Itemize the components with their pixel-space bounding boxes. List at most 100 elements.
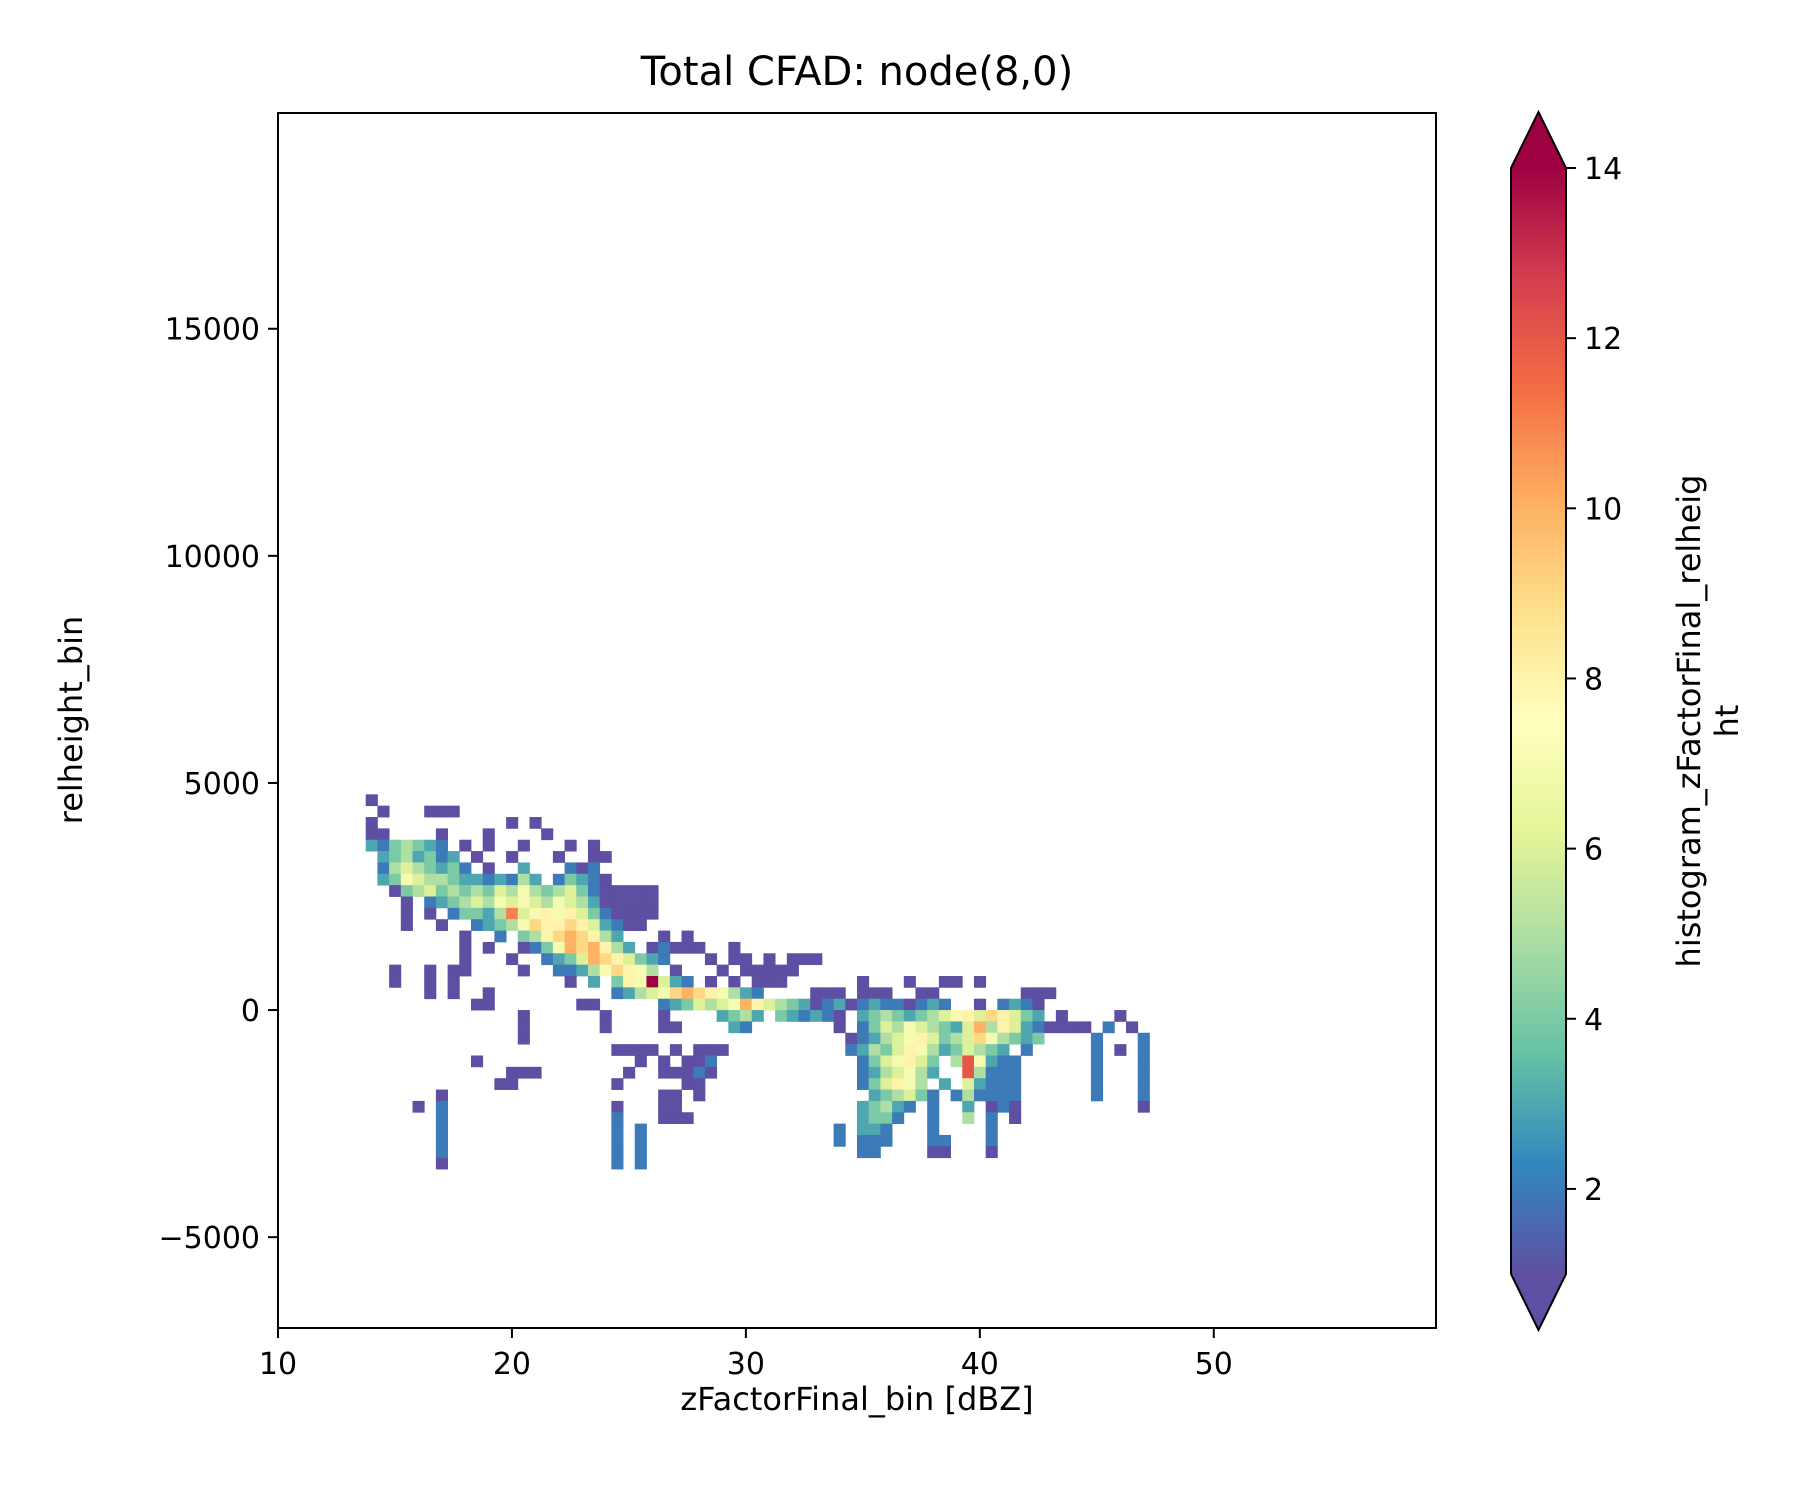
heatmap-cell <box>541 828 554 841</box>
heatmap-cell <box>599 896 612 909</box>
heatmap-cell <box>903 1021 916 1034</box>
heatmap-cell <box>459 839 472 852</box>
heatmap-cell <box>927 1021 940 1034</box>
heatmap-cell <box>857 975 870 988</box>
heatmap-cell <box>634 896 647 909</box>
colorbar-tick-label: 4 <box>1584 1003 1603 1038</box>
heatmap-cell <box>669 1100 682 1113</box>
heatmap-cell <box>927 998 940 1011</box>
heatmap-cell <box>471 1055 484 1068</box>
heatmap-cell <box>424 987 437 1000</box>
heatmap-cell <box>786 1010 799 1022</box>
heatmap-cell <box>1032 1010 1045 1022</box>
plot-frame <box>277 112 1437 1329</box>
heatmap-cell <box>494 1078 507 1090</box>
heatmap-cell <box>634 1123 647 1136</box>
x-tick-label: 20 <box>493 1347 531 1382</box>
heatmap-cell <box>1090 1055 1104 1068</box>
heatmap-cell <box>646 975 659 988</box>
heatmap-cell <box>435 1089 449 1102</box>
heatmap-cell <box>1090 1078 1104 1090</box>
heatmap-cell <box>880 1112 893 1125</box>
heatmap-cell <box>857 1146 870 1159</box>
heatmap-cell <box>892 1044 905 1056</box>
heatmap-cell <box>506 907 519 920</box>
heatmap-cell <box>517 941 530 954</box>
heatmap-cell <box>529 817 542 829</box>
heatmap-cell <box>400 907 413 920</box>
heatmap-cell <box>833 1010 846 1022</box>
heatmap-cell <box>634 907 647 920</box>
heatmap-cell <box>704 953 718 966</box>
heatmap-cell <box>775 998 788 1011</box>
heatmap-cell <box>599 964 612 977</box>
heatmap-cell <box>389 885 402 897</box>
chart-title: Total CFAD: node(8,0) <box>640 49 1073 95</box>
heatmap-cell <box>985 1123 998 1136</box>
heatmap-cell <box>447 862 460 875</box>
heatmap-cell <box>1020 1021 1033 1034</box>
heatmap-cell <box>552 919 565 931</box>
heatmap-cell <box>927 1010 940 1022</box>
heatmap-cell <box>693 1044 706 1056</box>
heatmap-cell <box>412 1100 425 1113</box>
heatmap-cell <box>658 930 671 943</box>
heatmap-cell <box>751 987 764 1000</box>
heatmap-cell <box>471 907 484 920</box>
heatmap-cell <box>728 941 741 954</box>
heatmap-cell <box>564 964 577 977</box>
heatmap-cell <box>365 817 378 829</box>
heatmap-cell <box>798 1010 811 1022</box>
heatmap-cell <box>693 1055 706 1068</box>
heatmap-cell <box>1102 1021 1115 1034</box>
heatmap-cell <box>646 1044 659 1056</box>
heatmap-cell <box>471 873 484 886</box>
heatmap-cells <box>365 794 1150 1170</box>
heatmap-cell <box>903 975 916 988</box>
heatmap-cell <box>576 885 589 897</box>
heatmap-cell <box>587 953 601 966</box>
heatmap-cell <box>552 941 565 954</box>
heatmap-cell <box>821 998 835 1011</box>
heatmap-cell <box>658 987 671 1000</box>
heatmap-cell <box>962 1078 975 1090</box>
heatmap-cell <box>435 828 449 841</box>
heatmap-cell <box>576 941 589 954</box>
heatmap-cell <box>1032 1021 1045 1034</box>
heatmap-cell <box>716 1010 729 1022</box>
heatmap-cell <box>424 896 437 909</box>
heatmap-cell <box>950 1021 963 1034</box>
heatmap-cell <box>833 1134 846 1147</box>
heatmap-cell <box>962 1021 975 1034</box>
heatmap-cell <box>634 919 647 931</box>
heatmap-cell <box>494 907 507 920</box>
heatmap-cell <box>927 1146 940 1159</box>
heatmap-cell <box>658 1089 671 1102</box>
heatmap-cell <box>857 1021 870 1034</box>
heatmap-cell <box>1137 1089 1150 1102</box>
heatmap-cell <box>552 907 565 920</box>
heatmap-cell <box>529 896 542 909</box>
heatmap-cell <box>985 1021 998 1034</box>
heatmap-cell <box>646 941 659 954</box>
heatmap-cell <box>482 907 495 920</box>
colorbar-label-line1: histogram_zFactorFinal_relheig <box>1670 475 1708 968</box>
heatmap-cell <box>1032 1032 1045 1045</box>
heatmap-cell <box>599 919 612 931</box>
heatmap-cell <box>704 987 718 1000</box>
heatmap-cell <box>634 964 647 977</box>
heatmap-cell <box>658 1100 671 1113</box>
heatmap-cell <box>693 1066 706 1079</box>
heatmap-cell <box>587 896 601 909</box>
heatmap-cell <box>880 1078 893 1090</box>
heatmap-cell <box>599 851 612 863</box>
heatmap-cell <box>447 975 460 988</box>
heatmap-cell <box>938 1078 951 1090</box>
heatmap-cell <box>447 987 460 1000</box>
heatmap-cell <box>681 975 694 988</box>
heatmap-cell <box>997 1010 1010 1022</box>
heatmap-cell <box>482 919 495 931</box>
colorbar-tick-label: 14 <box>1584 152 1622 187</box>
heatmap-cell <box>424 975 437 988</box>
